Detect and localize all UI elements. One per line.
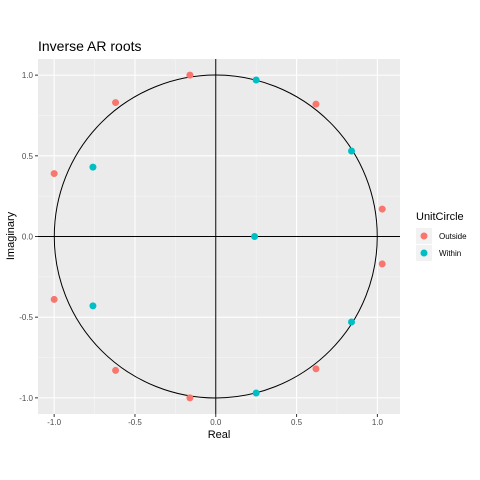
- point-outside: [378, 260, 386, 268]
- point-within: [348, 147, 356, 155]
- point-outside: [112, 99, 120, 107]
- point-outside: [112, 366, 120, 374]
- reference-lines: [38, 59, 400, 414]
- y-tick-label: -1.0: [19, 394, 33, 403]
- y-tick-label: 1.0: [22, 71, 34, 80]
- y-axis-title: Imaginary: [5, 211, 17, 260]
- unit-circle: [53, 74, 378, 399]
- point-within: [348, 318, 356, 326]
- point-outside: [312, 100, 320, 108]
- x-axis-title: Real: [208, 429, 231, 441]
- x-tick-label: -0.5: [128, 418, 142, 427]
- x-tick-label: -1.0: [47, 418, 61, 427]
- y-tick-label: 0.0: [22, 233, 34, 242]
- y-tick-label: -0.5: [19, 313, 33, 322]
- point-outside: [378, 205, 386, 213]
- legend-marker-outside: [420, 232, 428, 240]
- x-tick-label: 1.0: [372, 418, 384, 427]
- point-within: [252, 76, 260, 84]
- x-tick-label: 0.0: [210, 418, 222, 427]
- y-axis-ticks: -1.0 -0.5 0.0 0.5 1.0: [19, 71, 38, 403]
- legend: UnitCircle Outside Within: [416, 211, 467, 261]
- legend-marker-within: [420, 249, 428, 257]
- data-points: [50, 71, 386, 402]
- x-tick-label: 0.5: [291, 418, 303, 427]
- point-outside: [50, 295, 58, 303]
- point-outside: [312, 365, 320, 373]
- chart-title: Inverse AR roots: [38, 38, 142, 54]
- legend-title: UnitCircle: [416, 211, 464, 223]
- point-outside: [50, 170, 58, 178]
- point-outside: [186, 394, 194, 402]
- x-axis-ticks: -1.0 -0.5 0.0 0.5 1.0: [47, 414, 383, 427]
- legend-label-within: Within: [439, 249, 461, 258]
- point-within: [252, 389, 260, 397]
- legend-label-outside: Outside: [439, 232, 467, 241]
- y-tick-label: 0.5: [22, 152, 34, 161]
- point-within: [89, 302, 97, 310]
- point-outside: [186, 71, 194, 79]
- point-within: [89, 163, 97, 171]
- point-within: [251, 233, 259, 240]
